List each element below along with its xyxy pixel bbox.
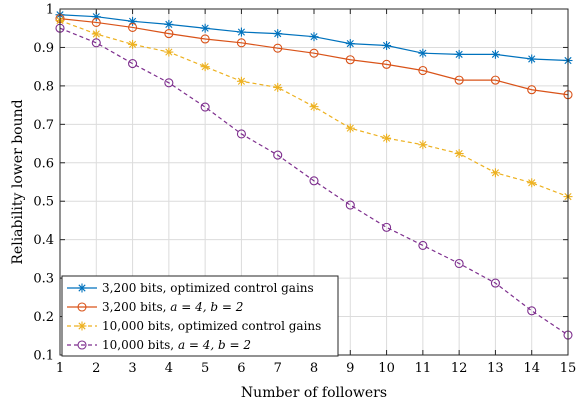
y-tick-label: 0.6 xyxy=(33,156,54,171)
x-tick-label: 5 xyxy=(201,361,209,376)
series-1-point xyxy=(200,23,210,33)
axis-ticks: 1 2 3 4 5 6 7 8 9 10 11 12 13 14 150.10.20.30.40.50.60… xyxy=(33,3,576,377)
legend-label-2: 3,200 bits, a = 4, b = 2 xyxy=(102,300,243,314)
series-4-point xyxy=(91,38,101,48)
x-tick-label: 9 xyxy=(346,361,354,376)
series-3-point xyxy=(309,102,319,112)
legend-marker-4 xyxy=(77,340,87,350)
series-4-point xyxy=(200,102,210,112)
y-tick-label: 0.3 xyxy=(33,272,54,287)
legend-label-1: 3,200 bits, optimized control gains xyxy=(102,281,314,295)
legend-label-4: 10,000 bits, a = 4, b = 2 xyxy=(102,338,251,352)
series-3-point xyxy=(164,47,174,57)
series-1-point xyxy=(418,48,428,58)
x-tick-label: 14 xyxy=(523,361,540,376)
series-1-point xyxy=(273,29,283,39)
legend-marker-2 xyxy=(77,302,87,312)
series-2-point xyxy=(91,17,101,28)
series-3-point xyxy=(454,149,464,159)
x-axis-label: Number of followers xyxy=(241,385,387,401)
y-tick-label: 0.9 xyxy=(33,41,54,56)
series-4-point xyxy=(309,176,319,186)
legend-marker-3 xyxy=(77,321,87,331)
series-4-point xyxy=(382,222,392,232)
series-1-point xyxy=(382,41,392,51)
series-4-point xyxy=(164,78,174,88)
series-4-point xyxy=(236,129,246,139)
series-4-point xyxy=(418,240,428,250)
series-3-point xyxy=(382,133,392,143)
series-2-point xyxy=(454,75,464,85)
series-line-4 xyxy=(59,27,569,336)
series-1-point xyxy=(454,49,464,59)
x-tick-label: 11 xyxy=(415,361,432,376)
series-4-point xyxy=(527,306,537,316)
series-2-point xyxy=(345,55,355,65)
series-4-point xyxy=(454,258,464,269)
series-2-point xyxy=(200,34,210,44)
legend-label-math: a = 4, b = 2 xyxy=(170,300,243,314)
y-tick-label: 1 xyxy=(46,3,54,18)
series-4-point xyxy=(490,278,500,288)
series-3-point xyxy=(490,168,500,178)
y-tick-label: 0.7 xyxy=(33,118,54,133)
x-tick-label: 6 xyxy=(237,361,245,376)
series-1-point xyxy=(490,49,500,59)
series-1-point xyxy=(345,39,355,49)
series-3-point xyxy=(236,76,246,86)
series-3-point xyxy=(418,140,428,150)
series-3-point xyxy=(345,123,355,133)
series-1-point xyxy=(309,32,319,42)
series-layer xyxy=(55,10,573,340)
legend-label-3: 10,000 bits, optimized control gains xyxy=(102,319,321,333)
legend-label-text: 10,000 bits, optimized control gains xyxy=(102,319,321,333)
x-tick-label: 15 xyxy=(560,361,577,376)
y-tick-label: 0.4 xyxy=(33,233,54,248)
x-tick-label: 4 xyxy=(165,361,173,376)
series-3-point xyxy=(273,82,283,92)
legend-marker-1 xyxy=(77,283,87,293)
x-tick-label: 1 xyxy=(56,361,64,376)
legend-label-math: a = 4, b = 2 xyxy=(178,338,251,352)
series-4-point xyxy=(273,150,283,160)
series-2-point xyxy=(273,43,283,53)
series-2-point xyxy=(490,75,500,85)
x-tick-label: 2 xyxy=(92,361,100,376)
series-2-point xyxy=(382,59,392,69)
x-tick-label: 10 xyxy=(378,361,395,376)
y-axis-label: Reliability lower bound xyxy=(10,99,26,264)
series-3-point xyxy=(91,29,101,39)
series-4-point xyxy=(345,200,355,210)
series-2-point xyxy=(418,65,428,76)
series-2-point xyxy=(164,29,174,39)
x-tick-label: 12 xyxy=(451,361,468,376)
series-line-2 xyxy=(59,18,569,96)
series-1-point xyxy=(164,19,174,29)
series-3-point xyxy=(200,62,210,72)
series-1-point xyxy=(236,27,246,37)
legend-label-text: 3,200 bits, xyxy=(102,300,170,314)
series-2-point xyxy=(236,38,246,48)
x-tick-label: 13 xyxy=(487,361,504,376)
series-3-point xyxy=(128,39,138,49)
legend-box xyxy=(61,275,339,357)
legend-label-text: 3,200 bits, optimized control gains xyxy=(102,281,314,295)
x-tick-label: 3 xyxy=(128,361,136,376)
x-tick-label: 8 xyxy=(310,361,318,376)
series-2-point xyxy=(309,48,319,58)
y-tick-label: 0.8 xyxy=(33,79,54,94)
series-2-point xyxy=(128,22,138,33)
series-2-point xyxy=(527,85,537,95)
y-tick-label: 0.5 xyxy=(33,195,54,210)
series-1-point xyxy=(527,54,537,64)
legend: 3,200 bits, optimized control gains 3,200… xyxy=(61,275,339,357)
y-tick-label: 0.2 xyxy=(33,310,54,325)
y-tick-label: 0.1 xyxy=(33,349,54,364)
series-4-point xyxy=(128,59,138,69)
series-3-point xyxy=(527,178,537,188)
x-tick-label: 7 xyxy=(274,361,282,376)
legend-label-text: 10,000 bits, xyxy=(102,338,178,352)
